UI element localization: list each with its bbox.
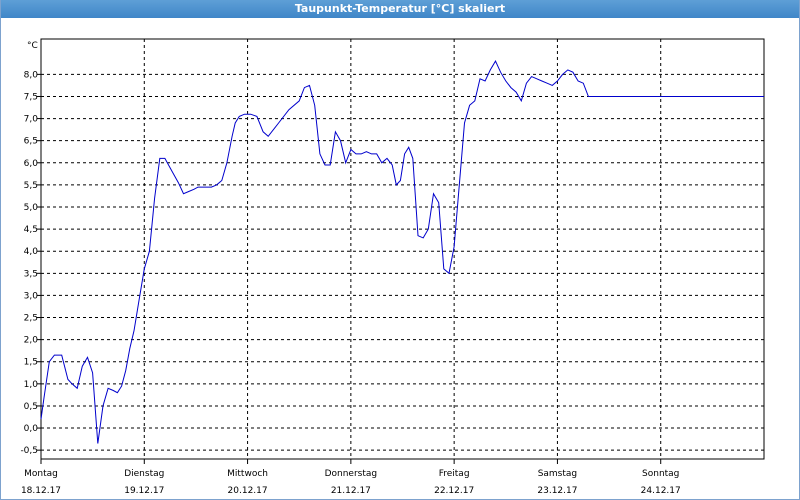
y-tick-label: 1,0 [24, 380, 39, 390]
dewpoint-series-line [40, 60, 764, 444]
y-tick-label: 8,0 [24, 70, 39, 80]
y-tick-label: 4,0 [24, 247, 39, 257]
x-date-label: 18.12.17 [21, 486, 61, 496]
x-day-label: Dienstag [124, 469, 164, 479]
y-tick-label: 4,5 [24, 225, 38, 235]
y-tick-label: -0,5 [20, 446, 38, 456]
y-tick-label: 7,5 [24, 92, 38, 102]
x-date-label: 23.12.17 [537, 486, 577, 496]
y-tick-label: 1,5 [24, 358, 38, 368]
x-day-label: Samstag [538, 469, 577, 479]
y-tick-label: 5,5 [24, 181, 38, 191]
y-tick-label: 3,5 [24, 269, 38, 279]
y-tick-label: 6,5 [24, 137, 38, 147]
y-unit-label: °C [27, 41, 38, 51]
x-day-label: Sonntag [642, 469, 679, 479]
window-title: Taupunkt-Temperatur [°C] skaliert [1, 0, 799, 18]
y-axis-ticks: -0,5 0,0 0,5 1,0 1,5 2,0 2,5 3,0 3,5 4,0 4,5 5,0 5,5… [20, 70, 41, 456]
plot-frame [40, 38, 765, 460]
x-axis-ticks: Montag 18.12.17 Dienstag 19.12.17 Mittwoch 20… [21, 459, 681, 496]
y-tick-label: 2,5 [24, 314, 38, 324]
x-date-label: 21.12.17 [331, 486, 371, 496]
y-tick-label: 5,0 [24, 203, 39, 213]
y-tick-label: 6,0 [24, 159, 39, 169]
y-tick-label: 0,0 [24, 424, 39, 434]
y-tick-label: 0,5 [24, 402, 38, 412]
x-date-label: 20.12.17 [228, 486, 268, 496]
y-tick-label: 3,0 [24, 291, 39, 301]
x-date-label: 19.12.17 [124, 486, 164, 496]
grid [41, 39, 764, 459]
y-tick-label: 7,0 [24, 115, 39, 125]
x-date-label: 22.12.17 [434, 486, 474, 496]
x-day-label: Freitag [439, 469, 470, 479]
x-day-label: Montag [24, 469, 58, 479]
y-tick-label: 2,0 [24, 336, 39, 346]
x-day-label: Donnerstag [325, 469, 378, 479]
x-date-label: 24.12.17 [641, 486, 681, 496]
x-day-label: Mittwoch [227, 469, 268, 479]
